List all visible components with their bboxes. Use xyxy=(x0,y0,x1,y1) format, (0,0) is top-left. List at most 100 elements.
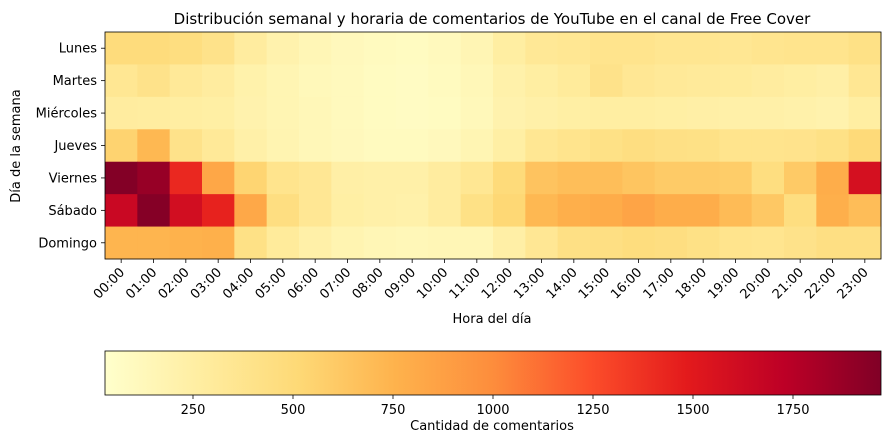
heatmap-cell xyxy=(105,194,138,227)
heatmap-cell xyxy=(493,64,526,98)
heatmap-cell xyxy=(299,96,332,130)
heatmap-cell xyxy=(784,64,817,98)
heatmap-cell xyxy=(493,161,526,195)
heatmap-cell xyxy=(266,194,300,227)
heatmap-cell xyxy=(169,96,203,130)
heatmap-cell xyxy=(493,129,526,163)
heatmap-cell xyxy=(719,226,753,260)
x-tick-label: 22:00 xyxy=(802,265,839,302)
heatmap-cell xyxy=(137,161,171,195)
heatmap-cell xyxy=(848,64,882,98)
heatmap-cell xyxy=(816,194,850,227)
heatmap-cell xyxy=(202,32,235,65)
heatmap-cell xyxy=(234,96,268,130)
heatmap-cell xyxy=(299,129,332,163)
y-tick-label: Martes xyxy=(53,74,98,89)
heatmap-cell xyxy=(202,64,235,98)
heatmap-cell xyxy=(460,32,494,65)
x-tick-label: 12:00 xyxy=(479,265,516,302)
x-tick-label: 11:00 xyxy=(447,265,484,302)
heatmap-cell xyxy=(331,32,365,65)
heatmap-cell xyxy=(428,194,462,227)
heatmap-cell xyxy=(428,129,462,163)
colorbar-tick-label: 1000 xyxy=(476,403,509,418)
heatmap-cell xyxy=(331,161,365,195)
heatmap-cell xyxy=(493,32,526,65)
heatmap-cell xyxy=(784,161,817,195)
heatmap-cell xyxy=(557,161,591,195)
heatmap-cell xyxy=(654,64,688,98)
heatmap-cell xyxy=(331,64,365,98)
heatmap-cell xyxy=(557,194,591,227)
x-tick-label: 00:00 xyxy=(91,265,128,302)
heatmap-cell xyxy=(622,161,656,195)
heatmap-cell xyxy=(784,129,817,163)
heatmap-cell xyxy=(719,64,753,98)
heatmap-cell xyxy=(751,32,785,65)
heatmap-cell xyxy=(169,226,203,260)
heatmap-cell xyxy=(202,96,235,130)
heatmap-cell xyxy=(363,96,397,130)
heatmap-cell xyxy=(137,64,171,98)
heatmap-cell xyxy=(687,129,720,163)
heatmap-cell xyxy=(590,96,623,130)
heatmap-cell xyxy=(687,194,720,227)
heatmap-cell xyxy=(331,129,365,163)
heatmap-cell xyxy=(525,194,559,227)
heatmap-cell xyxy=(428,226,462,260)
heatmap-cell xyxy=(105,129,138,163)
heatmap-cell xyxy=(428,32,462,65)
heatmap-cell xyxy=(202,226,235,260)
heatmap-cell xyxy=(428,161,462,195)
heatmap-cell xyxy=(848,96,882,130)
x-tick-label: 13:00 xyxy=(511,265,548,302)
heatmap-cell xyxy=(493,96,526,130)
heatmap-cell xyxy=(363,32,397,65)
heatmap-cell xyxy=(622,129,656,163)
heatmap-cell xyxy=(719,32,753,65)
heatmap-cell xyxy=(816,226,850,260)
heatmap-cell xyxy=(105,64,138,98)
heatmap-cell xyxy=(234,161,268,195)
heatmap-cell xyxy=(331,96,365,130)
heatmap-cell xyxy=(396,32,429,65)
heatmap-cell xyxy=(460,96,494,130)
chart-title: Distribución semanal y horaria de coment… xyxy=(174,10,811,28)
heatmap-cell xyxy=(654,32,688,65)
colorbar-ticks: 250 500 750 1000 1250 1500 1750 xyxy=(181,395,810,418)
heatmap-cell xyxy=(848,194,882,227)
heatmap-cell xyxy=(202,161,235,195)
y-tick-label: Miércoles xyxy=(36,107,98,122)
heatmap-cell xyxy=(105,161,138,195)
heatmap-cell xyxy=(848,129,882,163)
heatmap-cell xyxy=(525,32,559,65)
x-tick-label: 17:00 xyxy=(641,265,678,302)
colorbar xyxy=(104,350,882,396)
colorbar-label: Cantidad de comentarios xyxy=(410,419,574,434)
heatmap-cell xyxy=(202,194,235,227)
x-tick-label: 03:00 xyxy=(188,265,225,302)
y-tick-label: Lunes xyxy=(59,42,97,57)
heatmap-cell xyxy=(816,96,850,130)
heatmap-cell xyxy=(266,64,300,98)
heatmap-cell xyxy=(557,96,591,130)
heatmap-cell xyxy=(428,96,462,130)
heatmap-cell xyxy=(299,194,332,227)
heatmap-cell xyxy=(784,194,817,227)
y-axis-label: Día de la semana xyxy=(9,89,24,202)
heatmap-cell xyxy=(299,64,332,98)
heatmap-cell xyxy=(687,161,720,195)
heatmap-cell xyxy=(557,226,591,260)
y-tick-label: Viernes xyxy=(49,171,98,186)
heatmap-cell xyxy=(751,194,785,227)
x-tick-label: 06:00 xyxy=(285,265,322,302)
heatmap-cell xyxy=(654,96,688,130)
heatmap-cell xyxy=(396,194,429,227)
heatmap-cell xyxy=(751,129,785,163)
heatmap-cell xyxy=(816,64,850,98)
heatmap-cell xyxy=(525,64,559,98)
heatmap-cell xyxy=(396,64,429,98)
heatmap-cell xyxy=(590,129,623,163)
heatmap-cell xyxy=(331,194,365,227)
heatmap-cell xyxy=(169,161,203,195)
